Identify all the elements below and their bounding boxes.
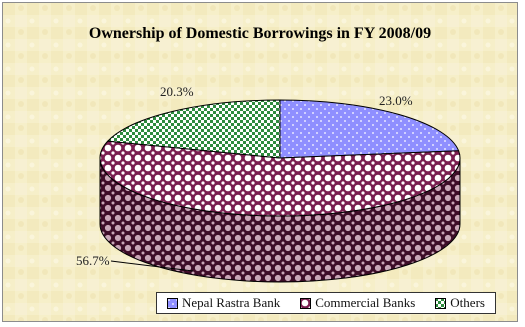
legend-label-nepal-rastra-bank: Nepal Rastra Bank (182, 295, 281, 310)
legend-item-nepal-rastra-bank: Nepal Rastra Bank (167, 295, 280, 311)
data-label-others: 20.3% (160, 84, 194, 99)
data-label-nepal-rastra-bank: 23.0% (379, 93, 413, 108)
pie-leaders (110, 260, 194, 272)
pie-tops (99, 99, 461, 217)
leader-line-commercial-banks (110, 260, 194, 272)
pie-chart-svg (3, 3, 517, 321)
legend-label-commercial-banks: Commercial Banks (315, 295, 416, 310)
chart-frame: Ownership of Domestic Borrowings in FY 2… (2, 2, 518, 322)
pie-slice-nepal-rastra-bank (279, 99, 460, 159)
legend-item-others: Others (435, 295, 485, 311)
legend-swatch-others (435, 297, 447, 309)
legend-item-commercial-banks: Commercial Banks (300, 295, 415, 311)
pie-slice-others (106, 99, 281, 159)
data-label-commercial-banks: 56.7% (76, 253, 110, 268)
legend-label-others: Others (450, 295, 485, 310)
legend-swatch-commercial-banks (300, 297, 312, 309)
pie-slice-commercial-banks (99, 140, 461, 217)
legend-swatch-nepal-rastra-bank (167, 297, 179, 309)
legend: Nepal Rastra Bank Commercial Banks Other… (156, 292, 496, 314)
chart-title: Ownership of Domestic Borrowings in FY 2… (88, 25, 432, 42)
